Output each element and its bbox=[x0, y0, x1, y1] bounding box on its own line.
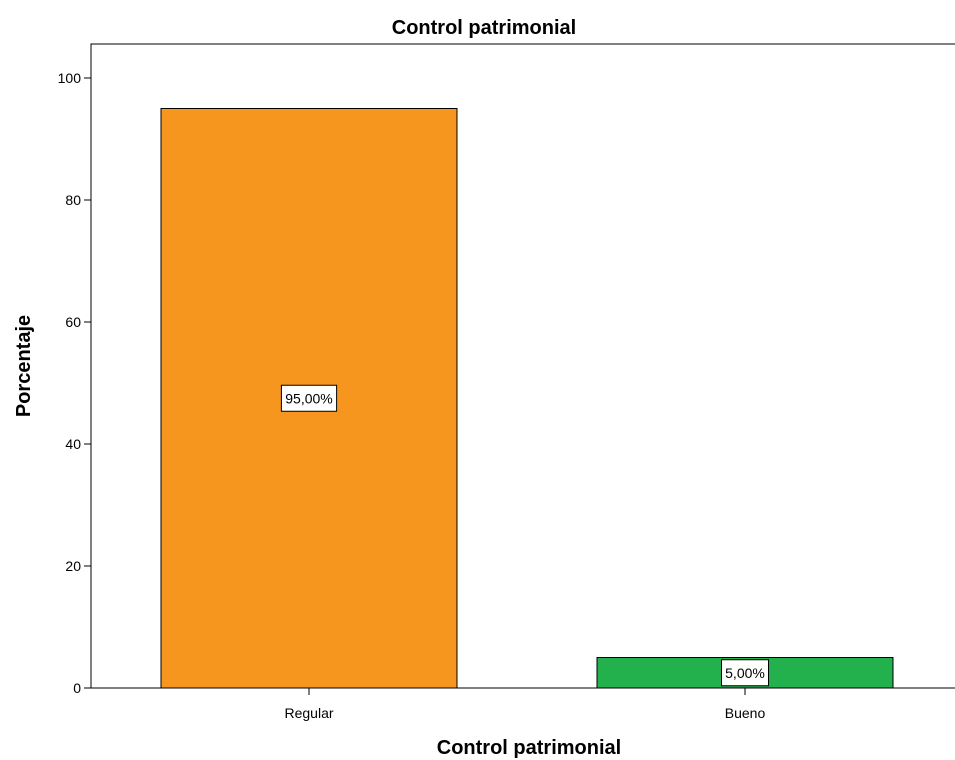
y-tick-label: 100 bbox=[58, 70, 82, 86]
y-tick-label: 20 bbox=[65, 558, 81, 574]
x-axis: Regular Bueno bbox=[91, 687, 955, 721]
y-tick-label: 80 bbox=[65, 192, 81, 208]
data-label: 95,00% bbox=[285, 390, 332, 406]
y-tick-label: 60 bbox=[65, 314, 81, 330]
y-axis-title: Porcentaje bbox=[13, 315, 35, 417]
data-label-box bbox=[280, 384, 338, 412]
chart-title: Control patrimonial bbox=[392, 17, 576, 39]
x-tick-label: Regular bbox=[284, 705, 333, 721]
data-label: 5,00% bbox=[725, 665, 765, 681]
y-tick-label: 0 bbox=[73, 680, 81, 696]
data-labels-layer: 95,00% 5,00% bbox=[280, 384, 769, 687]
data-label-box bbox=[721, 659, 769, 687]
x-axis-title: Control patrimonial bbox=[437, 737, 621, 759]
y-tick-label: 40 bbox=[65, 436, 81, 452]
y-axis: 0 20 40 60 80 100 bbox=[58, 70, 91, 696]
x-tick-label: Bueno bbox=[725, 705, 766, 721]
